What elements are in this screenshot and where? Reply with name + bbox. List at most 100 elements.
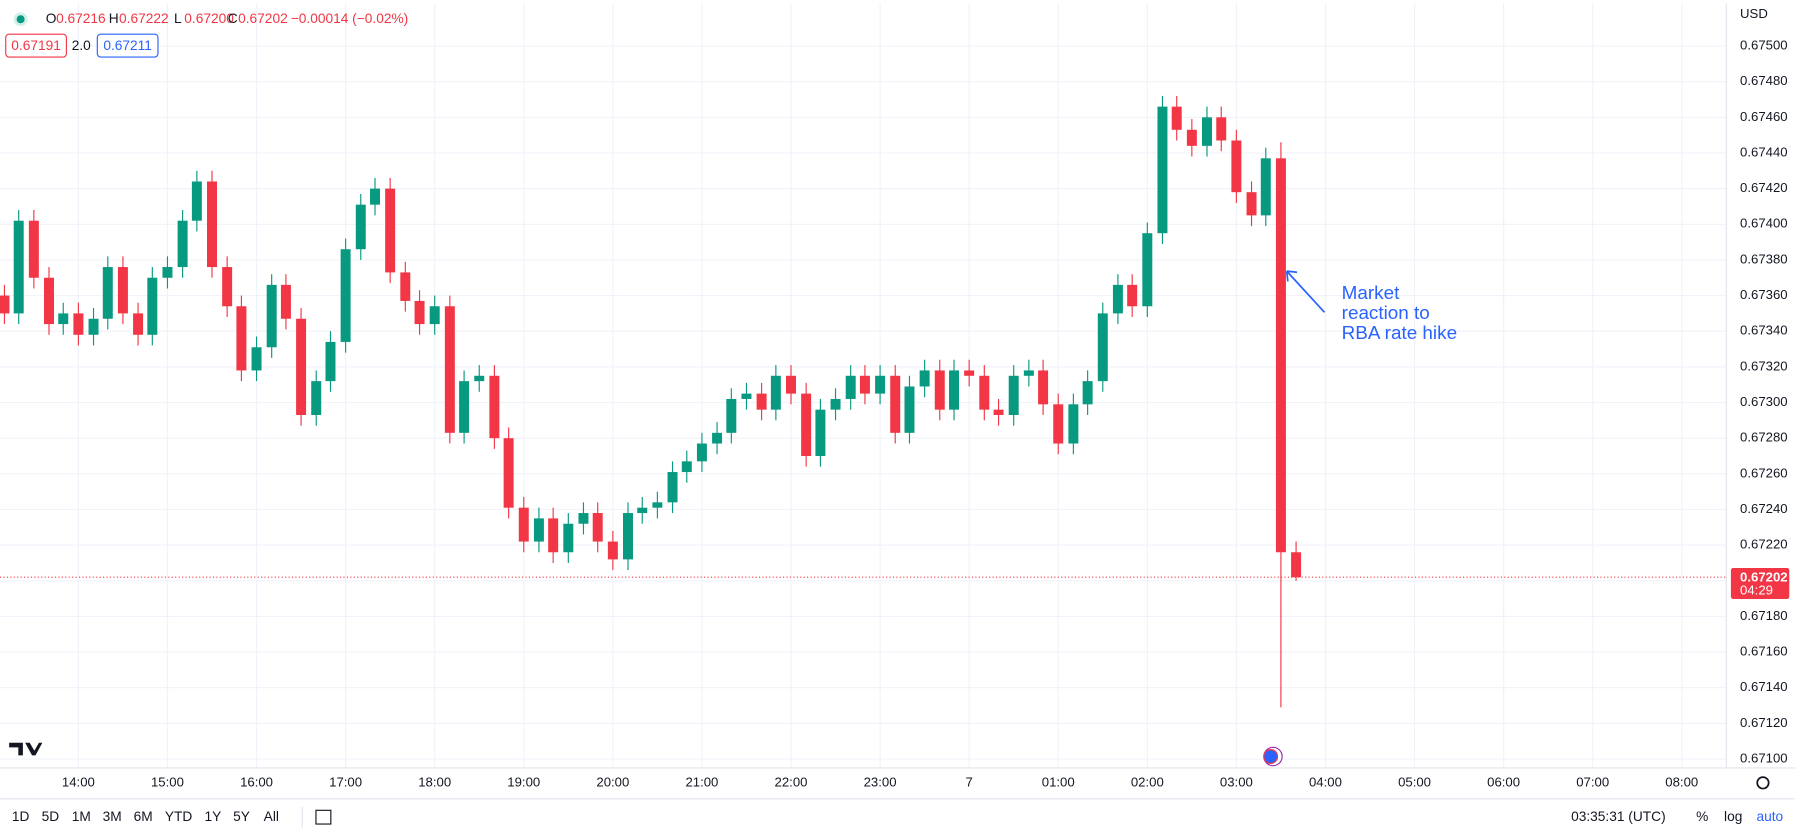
candle-body [1038, 370, 1049, 405]
scale-option[interactable]: % [1696, 809, 1708, 824]
candle-body [1186, 129, 1197, 146]
candle-body [266, 284, 277, 348]
candle-body [28, 220, 39, 278]
candle-body [1142, 233, 1153, 307]
candle-body [964, 370, 975, 376]
candle-body [845, 375, 856, 399]
x-tick-label: 08:00 [1665, 774, 1698, 789]
y-tick-label: 0.67300 [1740, 394, 1788, 409]
y-tick-label: 0.67480 [1740, 73, 1788, 88]
range-button[interactable]: 6M [134, 809, 153, 824]
range-button[interactable]: 1M [72, 809, 91, 824]
candle-body [88, 318, 99, 335]
price-tag-countdown: 04:29 [1740, 582, 1773, 597]
candle-body [117, 267, 128, 314]
candle-body [815, 409, 826, 457]
ohlc-letter: O [46, 11, 57, 26]
candle-body [133, 313, 144, 335]
candle-body [355, 204, 366, 250]
range-button[interactable]: 1Y [205, 809, 222, 824]
range-button[interactable]: 5D [42, 809, 60, 824]
ohlc-value: 0.67200 [184, 11, 234, 26]
range-button[interactable]: 5Y [233, 809, 250, 824]
y-tick-label: 0.67320 [1740, 358, 1788, 373]
range-button[interactable]: 3M [103, 809, 122, 824]
candle-body [890, 375, 901, 433]
candle-body [13, 220, 24, 314]
logo [9, 742, 43, 756]
price-tag-value: 0.67202 [1740, 569, 1788, 584]
y-tick-label: 0.67240 [1740, 501, 1788, 516]
candle-body [934, 370, 945, 410]
candle-body [949, 370, 960, 410]
candle-body [191, 181, 202, 221]
y-tick-label: 0.67260 [1740, 465, 1788, 480]
ask-box[interactable] [96, 33, 159, 58]
y-tick-label: 0.67180 [1740, 608, 1788, 623]
scale-option[interactable]: auto [1756, 809, 1783, 824]
candle-body [0, 295, 10, 314]
candle-body [162, 267, 173, 278]
y-tick-label: 0.67280 [1740, 430, 1788, 445]
candle-body [1231, 140, 1242, 193]
x-tick-label: 15:00 [151, 774, 184, 789]
candle-body [1053, 404, 1064, 444]
annotation: RBA rate hike [1342, 323, 1457, 344]
candle-body [875, 375, 886, 394]
candle-body [623, 513, 633, 560]
x-tick-label: 04:00 [1309, 774, 1342, 789]
clock: 03:35:31 (UTC) [1571, 809, 1666, 824]
range-button[interactable]: YTD [165, 809, 193, 824]
candle-body [1275, 158, 1286, 553]
candle-body [73, 313, 84, 335]
y-tick-label: 0.67360 [1740, 287, 1788, 302]
candle-body [429, 306, 440, 325]
candle-body [712, 432, 723, 444]
candle-body [1171, 106, 1182, 130]
x-tick-label: 05:00 [1398, 774, 1431, 789]
y-tick-label: 0.67380 [1740, 251, 1788, 266]
candle-body [563, 523, 574, 553]
x-tick-label: 03:00 [1220, 774, 1253, 789]
candle-body [607, 541, 618, 560]
candle-body [696, 443, 707, 462]
x-tick-label: 22:00 [775, 774, 808, 789]
candle-body [280, 284, 291, 319]
x-tick-label: 18:00 [418, 774, 451, 789]
range-button[interactable]: All [264, 809, 279, 824]
candle-body [1260, 158, 1271, 216]
ohlc-value: 0.67216 [56, 11, 106, 26]
x-tick-label: 01:00 [1042, 774, 1075, 789]
candle-body [222, 267, 233, 307]
settings-icon[interactable] [1756, 776, 1770, 790]
candle-body [726, 398, 737, 433]
candle-body [518, 507, 529, 542]
candle-body [400, 272, 411, 301]
candle-body [578, 513, 589, 524]
x-tick-label: 06:00 [1487, 774, 1520, 789]
y-tick-label: 0.67500 [1740, 37, 1788, 52]
event-flag-icon [1263, 749, 1279, 764]
ohlc-letter: H [109, 11, 119, 26]
x-tick-label: 02:00 [1131, 774, 1164, 789]
x-tick-label: 23:00 [864, 774, 897, 789]
candle-body [1008, 375, 1019, 416]
annotation: reaction to [1342, 303, 1430, 324]
candle-body [904, 386, 915, 433]
candle-body [207, 181, 217, 268]
date-range-icon[interactable] [315, 809, 332, 825]
scale-option[interactable]: log [1724, 809, 1742, 824]
bid-box[interactable] [5, 33, 67, 58]
candle-body [414, 300, 425, 325]
candle-body [1291, 552, 1302, 578]
range-button[interactable]: 1D [12, 809, 30, 824]
candle-body [385, 188, 396, 273]
y-tick-label: 0.67420 [1740, 180, 1788, 195]
candle-body [533, 518, 544, 542]
candle-body [340, 249, 351, 342]
x-tick-label: 19:00 [507, 774, 540, 789]
ohlc-value: 0.67202 [238, 11, 288, 26]
candle-body [548, 518, 559, 553]
candle-body [756, 393, 767, 410]
